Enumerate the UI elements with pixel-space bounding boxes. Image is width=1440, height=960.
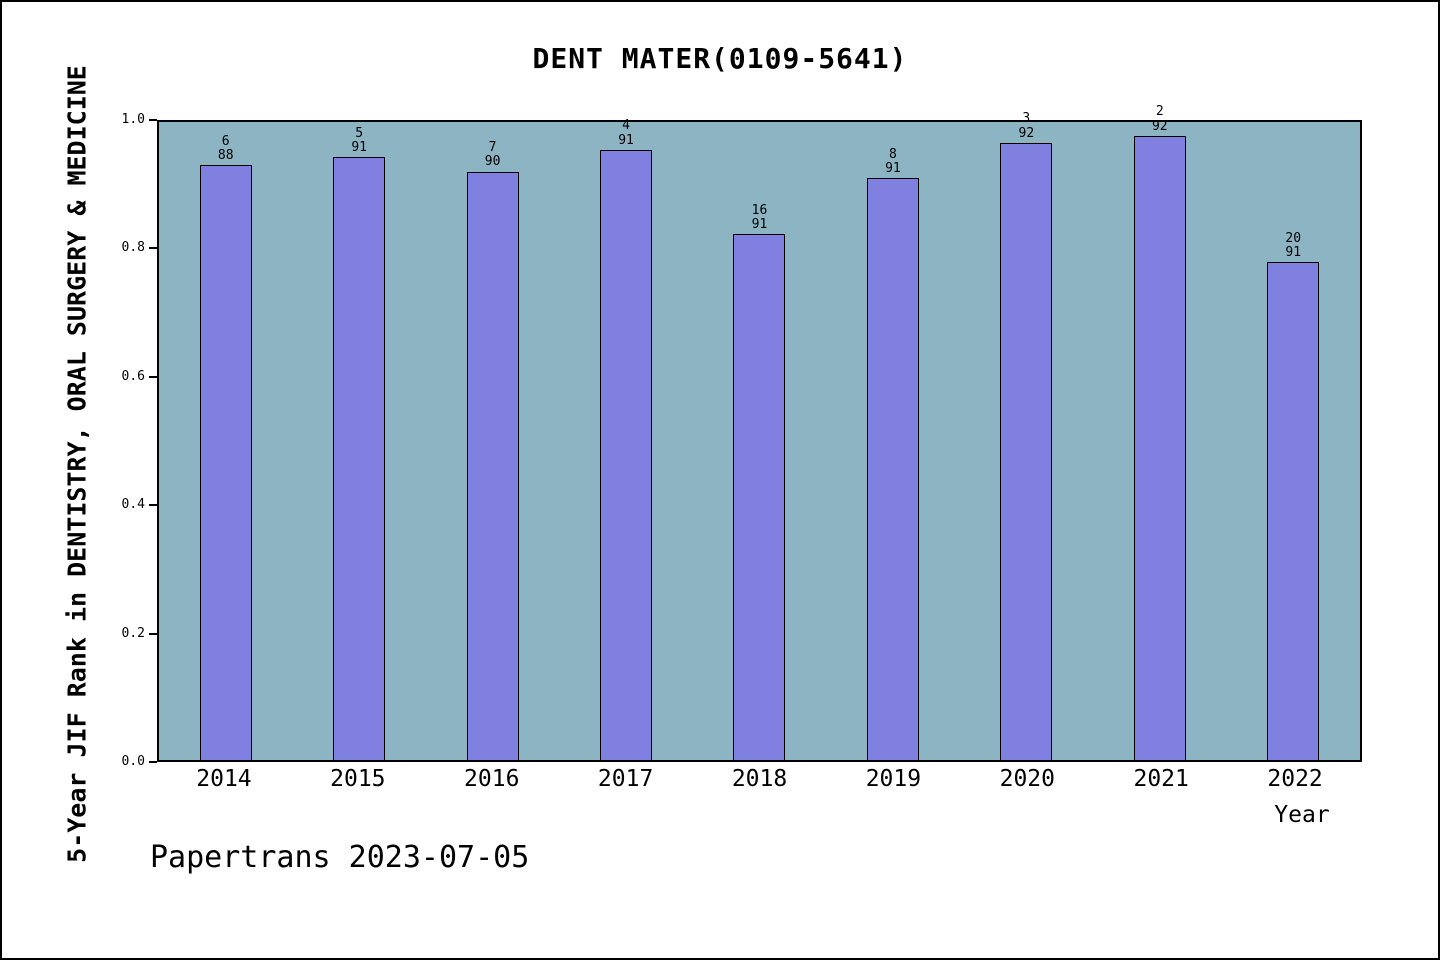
bar-value-label: 16 91	[751, 202, 768, 233]
bar-total: 92	[1018, 125, 1035, 141]
chart-title: DENT MATER(0109-5641)	[532, 42, 908, 75]
bar-value-label: 2 92	[1152, 105, 1168, 134]
x-tick-label: 2018	[731, 766, 788, 792]
bar-2022: 20 91	[1267, 231, 1320, 760]
y-tick-mark	[149, 761, 157, 763]
x-tick-label: 2021	[1133, 766, 1189, 792]
bar-2019: 8 91	[866, 147, 919, 760]
y-axis-label: 5-Year JIF Rank in DENTISTRY, ORAL SURGE…	[62, 65, 92, 863]
bar-total: 91	[885, 160, 901, 176]
bar-rank: 16	[751, 202, 768, 218]
x-tick-label: 2022	[1267, 766, 1323, 792]
x-tick-label: 2017	[597, 766, 654, 792]
bar-2018: 16 91	[733, 203, 786, 760]
bar-value-label: 5 91	[351, 125, 367, 156]
x-axis-label: Year	[1274, 802, 1330, 828]
bar-value-label: 8 91	[885, 146, 901, 177]
bar-slot: 6 88	[159, 122, 292, 760]
bar-slot: 16 91	[693, 122, 826, 760]
bar-slot: 3 92	[960, 112, 1093, 760]
bar-rank: 5	[355, 125, 364, 141]
bar-slot: 7 90	[426, 122, 559, 760]
bar-rank: 7	[488, 140, 497, 156]
bar-rank: 8	[888, 146, 897, 162]
bar-value-label: 7 90	[484, 140, 501, 170]
bar-value-label: 3 92	[1019, 112, 1035, 141]
watermark-text: Papertrans 2023-07-05	[150, 840, 530, 875]
y-tick-mark	[149, 375, 157, 378]
bar-slot: 5 91	[292, 122, 425, 760]
bar-value-label: 6 88	[217, 133, 234, 164]
bar-slot: 8 91	[826, 122, 959, 760]
bar-2016: 7 90	[466, 140, 519, 760]
bar-slot: 20 91	[1227, 122, 1360, 760]
bar-2014: 6 88	[199, 134, 252, 760]
bar-2020: 3 92	[1000, 112, 1053, 760]
bar-total: 92	[1151, 118, 1168, 134]
bar-value-label: 20 91	[1285, 230, 1302, 261]
x-tick-label: 2016	[464, 766, 520, 792]
y-tick-mark	[149, 119, 157, 121]
bar-total: 91	[1285, 245, 1302, 261]
x-tick-label: 2015	[330, 766, 386, 792]
y-tick-mark	[149, 247, 157, 250]
y-tick-mark	[149, 504, 157, 507]
bar-slot: 4 91	[559, 119, 692, 760]
bar-total: 91	[751, 217, 768, 232]
bar-rank: 20	[1285, 230, 1302, 246]
x-tick-label: 2020	[999, 766, 1055, 792]
bar-rank: 2	[1155, 104, 1164, 120]
x-tick-label: 2014	[196, 766, 252, 792]
bar-total: 91	[351, 139, 367, 155]
bar-slot: 2 92	[1093, 105, 1226, 760]
x-axis-ticks: 2014 2015 2016 2017 2018 2019 2020 2021 2022	[157, 766, 1362, 792]
bar-2017: 4 91	[600, 119, 653, 760]
plot-area: 6 88 5 91 7 90 4 91 16 91 8 91 3 92 2 92 20 91	[157, 105, 1362, 762]
bar-2021: 2 92	[1133, 105, 1186, 760]
y-tick-mark	[149, 632, 157, 635]
x-tick-label: 2019	[865, 766, 922, 792]
bar-total: 91	[618, 132, 634, 148]
bar-2015: 5 91	[333, 126, 386, 760]
bar-value-label: 4 91	[618, 119, 634, 148]
bar-rank: 4	[622, 118, 630, 134]
bar-rank: 6	[221, 133, 230, 149]
bar-total: 90	[484, 154, 501, 170]
bar-rank: 3	[1022, 111, 1031, 127]
bar-total: 88	[217, 148, 234, 164]
